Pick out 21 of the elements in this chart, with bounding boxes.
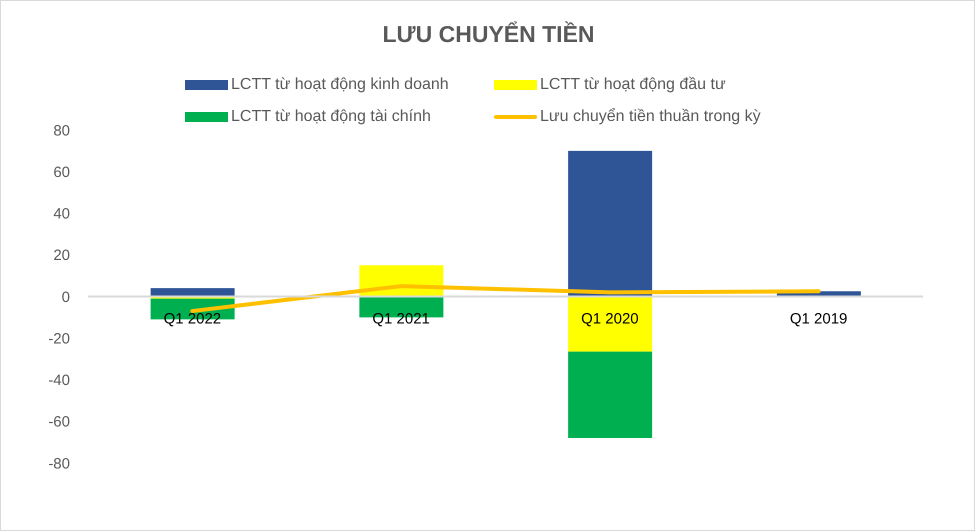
y-tick-label: 0 (62, 288, 70, 306)
legend-label: LCTT từ hoạt động kinh doanh (231, 76, 449, 94)
legend-label: Lưu chuyển tiền thuần trong kỳ (540, 108, 761, 126)
bar (150, 288, 235, 296)
line-series (190, 284, 821, 314)
legend-label: LCTT từ hoạt động tài chính (231, 108, 431, 126)
y-tick-label: -80 (48, 455, 70, 472)
x-tick-label: Q1 2020 (581, 310, 639, 328)
y-tick-label: 60 (53, 164, 70, 181)
y-tick-label: -20 (48, 330, 70, 348)
x-tick-label: Q1 2019 (790, 310, 848, 328)
y-tick-label: 80 (53, 122, 70, 140)
bar (568, 296, 652, 352)
y-tick-label: -40 (48, 372, 70, 390)
y-tick-label: 40 (53, 206, 70, 223)
y-tick-label: 20 (53, 247, 70, 264)
bar (568, 352, 652, 438)
legend-label: LCTT từ hoạt động đầu tư (540, 76, 726, 94)
y-tick-label: -60 (48, 414, 70, 431)
bar (568, 150, 652, 296)
chart-title: LƯU CHUYỂN TIỀN (381, 21, 596, 48)
